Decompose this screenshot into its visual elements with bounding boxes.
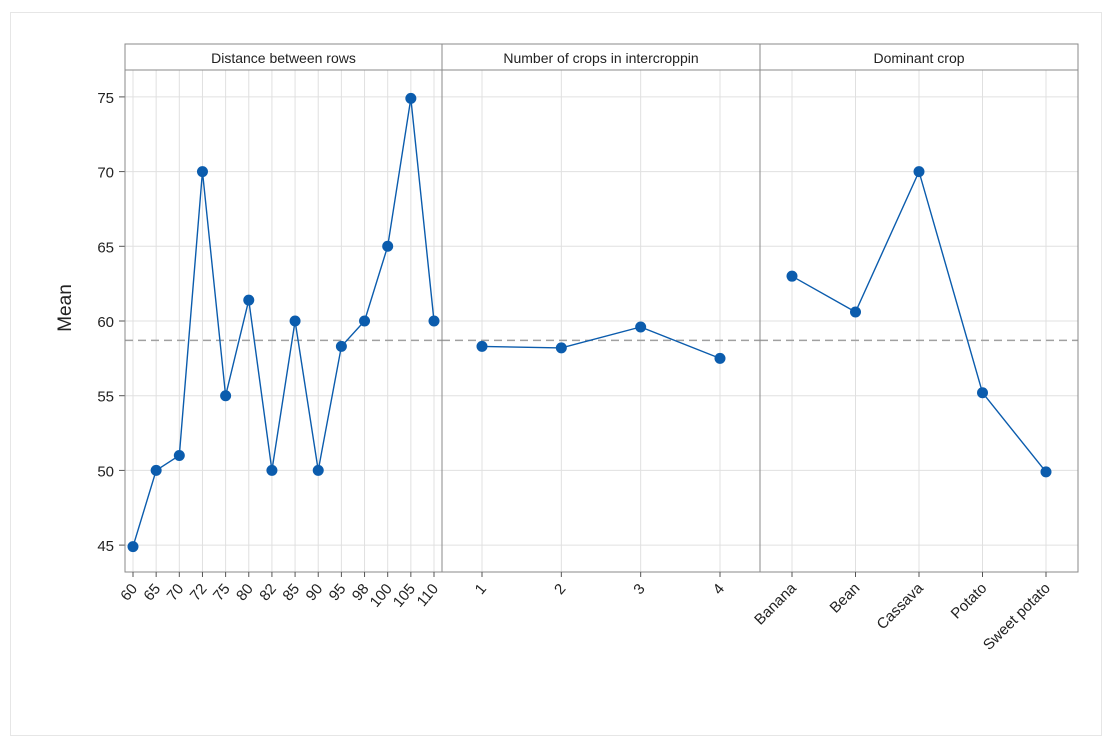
data-point <box>173 449 185 461</box>
x-tick-label: 90 <box>303 581 327 605</box>
x-tick-label: Bean <box>827 580 864 617</box>
data-point <box>150 464 162 476</box>
data-point <box>243 294 255 306</box>
data-point <box>977 387 988 399</box>
x-tick-label: 80 <box>233 581 257 605</box>
y-tick-label: 75 <box>97 90 114 107</box>
y-tick-label: 55 <box>97 389 114 406</box>
x-tick-label: 1 <box>472 581 490 598</box>
panel-title: Distance between rows <box>211 50 356 66</box>
x-tick-label: 2 <box>551 581 569 598</box>
data-point <box>913 166 925 178</box>
x-tick-label: 70 <box>164 581 188 605</box>
chart-frame <box>10 12 1102 736</box>
y-tick-label: 70 <box>97 165 114 182</box>
x-tick-label: 72 <box>187 581 211 605</box>
data-point <box>289 315 301 327</box>
data-point <box>266 464 278 476</box>
x-tick-label: 60 <box>117 581 141 605</box>
y-tick-label: 65 <box>97 239 114 256</box>
y-tick-label: 45 <box>97 538 114 555</box>
data-point <box>635 321 647 333</box>
data-point <box>127 541 139 553</box>
x-tick-label: 65 <box>140 581 164 605</box>
x-tick-label: 3 <box>630 581 648 598</box>
x-tick-label: Banana <box>751 579 800 628</box>
x-tick-label: Potato <box>948 580 991 623</box>
data-point <box>428 315 440 327</box>
data-point <box>714 352 726 364</box>
data-point <box>555 342 567 354</box>
y-tick-label: 50 <box>97 463 114 480</box>
series-line <box>132 98 435 547</box>
data-point <box>220 390 232 402</box>
x-tick-label: 82 <box>256 581 280 605</box>
data-point <box>405 92 417 104</box>
x-tick-label: 100 <box>367 581 396 611</box>
data-point <box>850 306 861 318</box>
y-axis-label: Mean <box>55 284 76 332</box>
x-tick-label: Sweet potato <box>980 580 1054 654</box>
panel-header <box>124 43 443 71</box>
panel-header <box>441 43 761 71</box>
data-point <box>312 464 324 476</box>
panel-title: Dominant crop <box>873 50 964 66</box>
data-point <box>382 240 394 252</box>
x-tick-label: Cassava <box>874 579 928 633</box>
data-point <box>476 340 488 352</box>
data-point <box>786 270 798 282</box>
data-point <box>196 166 208 178</box>
x-tick-label: 75 <box>210 581 234 605</box>
panel-header <box>759 43 1079 71</box>
y-tick-label: 60 <box>97 314 114 331</box>
data-point <box>335 340 347 352</box>
x-tick-label: 105 <box>390 581 419 611</box>
x-tick-label: 4 <box>710 581 728 598</box>
panel-title: Number of crops in intercroppin <box>503 50 698 66</box>
x-tick-label: 85 <box>279 581 303 605</box>
x-tick-label: 95 <box>326 581 350 605</box>
x-tick-label: 110 <box>414 581 442 610</box>
series-line <box>481 326 721 360</box>
data-point <box>1040 466 1052 478</box>
data-point <box>359 315 371 327</box>
